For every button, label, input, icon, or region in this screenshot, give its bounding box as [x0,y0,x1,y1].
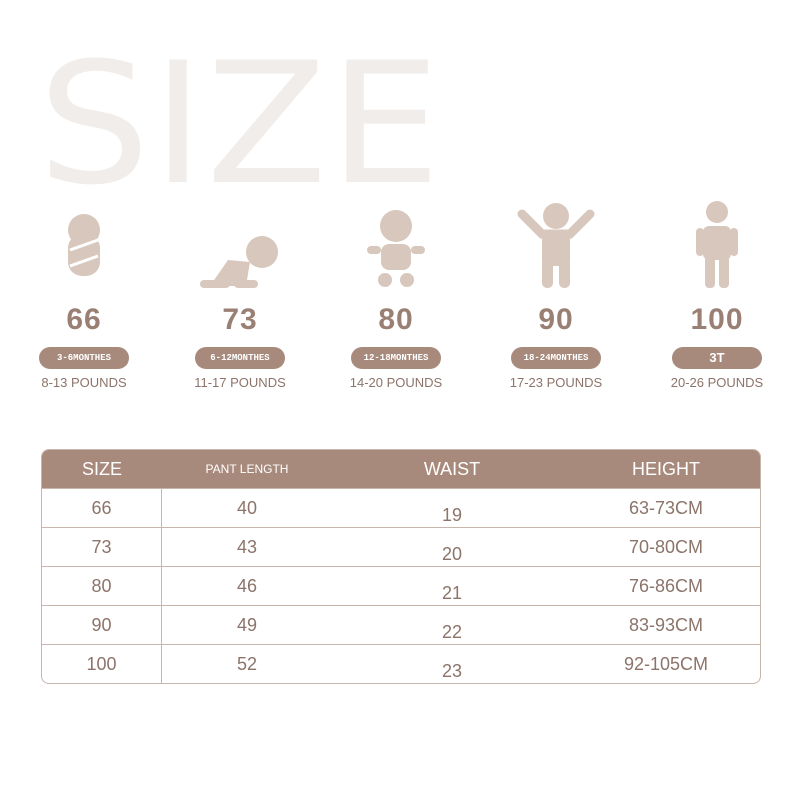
size-card-66: 66 3-6MONTHES 8-13 POUNDS [9,200,159,390]
header-height: HEIGHT [572,450,760,488]
header-size: SIZE [42,450,162,488]
cell-size: 80 [42,566,162,605]
weight-label: 14-20 POUNDS [349,375,443,390]
size-card-80: 80 12-18MONTHES 14-20 POUNDS [321,200,471,390]
age-badge: 6-12MONTHES [195,347,285,369]
cell-height: 92-105CM [572,644,760,683]
cell-pant-length: 46 [162,566,332,605]
cell-pant-length: 43 [162,527,332,566]
size-card-90: 90 18-24MONTHES 17-23 POUNDS [481,200,631,390]
age-badge: 18-24MONTHES [511,347,601,369]
standing-child-icon [696,201,738,288]
cell-waist: 19 [332,488,572,527]
weight-label: 17-23 POUNDS [509,375,603,390]
header-pant-length: PANT LENGTH [162,450,332,488]
cell-height: 63-73CM [572,488,760,527]
cell-waist: 22 [332,605,572,644]
cell-height: 83-93CM [572,605,760,644]
cell-size: 100 [42,644,162,683]
table-row: 100 52 23 92-105CM [42,644,760,683]
table-header: SIZE PANT LENGTH WAIST HEIGHT [42,450,760,488]
size-chart-table: SIZE PANT LENGTH WAIST HEIGHT 66 40 19 63-7… [41,449,761,684]
weight-label: 8-13 POUNDS [41,375,127,390]
size-watermark-title: SIZE [38,26,443,222]
header-waist: WAIST [332,450,572,488]
cell-pant-length: 40 [162,488,332,527]
table-row: 80 46 21 76-86CM [42,566,760,605]
sitting-baby-icon [367,210,425,287]
cell-size: 73 [42,527,162,566]
cell-waist: 20 [332,527,572,566]
swaddled-baby-icon [68,214,100,276]
table-row: 73 43 20 70-80CM [42,527,760,566]
cell-size: 66 [42,488,162,527]
weight-label: 20-26 POUNDS [670,375,764,390]
size-card-100: 100 3T 20-26 POUNDS [642,200,792,390]
size-card-73: 73 6-12MONTHES 11-17 POUNDS [165,200,315,390]
cell-pant-length: 49 [162,605,332,644]
age-badge: 12-18MONTHES [351,347,441,369]
table-row: 66 40 19 63-73CM [42,488,760,527]
cell-waist: 23 [332,644,572,683]
size-number: 80 [378,303,414,336]
cell-height: 70-80CM [572,527,760,566]
size-number: 90 [538,303,574,336]
weight-label: 11-17 POUNDS [194,375,286,390]
cell-waist: 21 [332,566,572,605]
age-badge: 3-6MONTHES [39,347,129,369]
size-number: 66 [66,303,102,336]
cell-height: 76-86CM [572,566,760,605]
cell-pant-length: 52 [162,644,332,683]
crawling-baby-icon [200,236,278,288]
toddler-arms-up-icon [517,203,595,288]
cell-size: 90 [42,605,162,644]
size-number: 73 [222,303,258,336]
age-badge: 3T [672,347,762,369]
table-row: 90 49 22 83-93CM [42,605,760,644]
size-number: 100 [690,303,744,336]
